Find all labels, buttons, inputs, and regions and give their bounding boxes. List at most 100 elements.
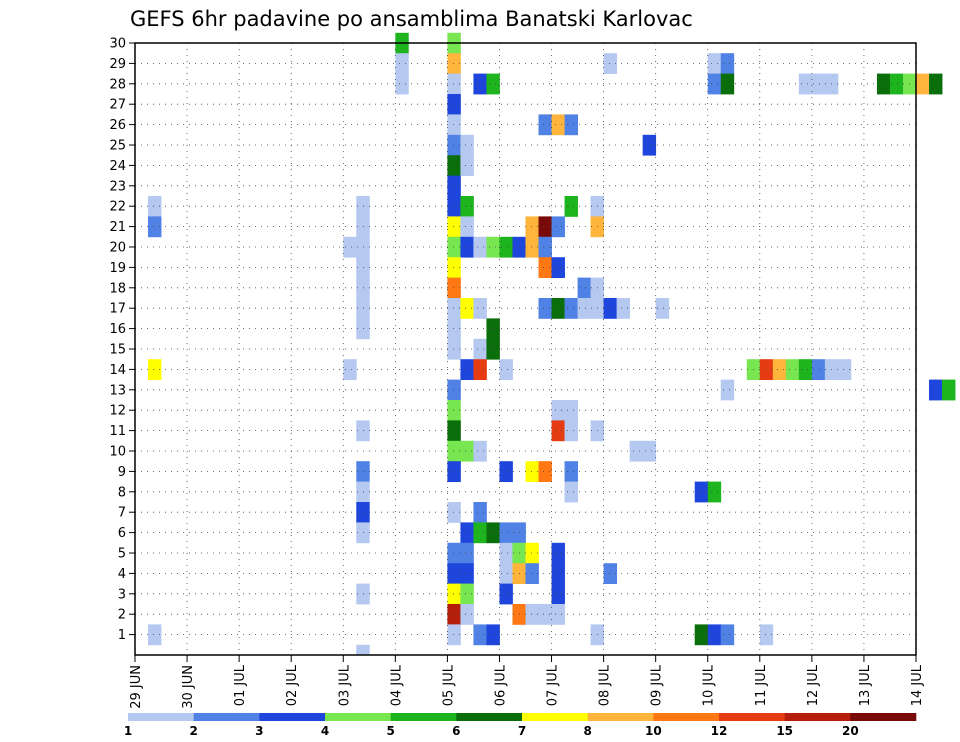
ensemble-cell bbox=[720, 379, 735, 401]
ensemble-cell bbox=[447, 604, 461, 625]
y-tick-label: 2 bbox=[118, 608, 126, 623]
y-tick-label: 24 bbox=[109, 159, 126, 174]
ensemble-cell bbox=[356, 257, 370, 278]
ensemble-cell bbox=[538, 461, 552, 482]
ensemble-cell bbox=[460, 359, 474, 380]
ensemble-cell bbox=[525, 461, 539, 482]
ensemble-cell bbox=[525, 542, 539, 564]
x-tick-label: 10 JUL bbox=[702, 664, 717, 706]
ensemble-cell bbox=[525, 236, 539, 258]
ensemble-cell bbox=[720, 73, 735, 95]
y-tick-label: 13 bbox=[109, 383, 126, 398]
ensemble-cell bbox=[447, 196, 461, 217]
ensemble-cell bbox=[785, 359, 800, 380]
legend-swatch bbox=[653, 713, 720, 721]
legend-label: 12 bbox=[711, 724, 728, 738]
ensemble-cell bbox=[473, 298, 487, 319]
ensemble-cell bbox=[447, 379, 461, 401]
legend-label: 5 bbox=[386, 724, 394, 738]
ensemble-cell bbox=[538, 298, 552, 319]
ensemble-cell bbox=[395, 53, 409, 74]
ensemble-cell bbox=[564, 196, 578, 217]
x-tick-label: 11 JUL bbox=[754, 664, 769, 706]
y-tick-label: 22 bbox=[109, 200, 126, 215]
x-tick-label: 03 JUL bbox=[337, 664, 352, 706]
legend-label: 20 bbox=[842, 724, 859, 738]
ensemble-cell bbox=[551, 583, 565, 605]
y-tick-label: 1 bbox=[118, 628, 126, 643]
x-tick-label: 07 JUL bbox=[546, 664, 561, 706]
ensemble-cell bbox=[642, 134, 657, 156]
ensemble-cell bbox=[616, 298, 631, 319]
ensemble-cell bbox=[343, 236, 357, 258]
ensemble-cell bbox=[603, 53, 618, 74]
ensemble-cell bbox=[486, 338, 500, 360]
ensemble-cell bbox=[447, 94, 461, 115]
ensemble-cell bbox=[551, 257, 565, 278]
y-tick-label: 9 bbox=[118, 465, 126, 480]
ensemble-cell bbox=[447, 257, 461, 278]
y-tick-label: 27 bbox=[109, 98, 126, 113]
y-tick-label: 8 bbox=[118, 485, 126, 500]
ensemble-cell bbox=[460, 155, 474, 176]
ensemble-cell bbox=[499, 563, 513, 584]
legend-swatch bbox=[456, 713, 523, 721]
y-tick-label: 25 bbox=[109, 139, 126, 154]
ensemble-cell bbox=[564, 298, 578, 319]
legend-swatch bbox=[390, 713, 457, 721]
ensemble-cell bbox=[356, 298, 370, 319]
chart-title: GEFS 6hr padavine po ansamblima Banatski… bbox=[130, 7, 693, 31]
ensemble-cell bbox=[148, 216, 162, 238]
legend-swatch bbox=[850, 713, 917, 721]
ensemble-cell bbox=[720, 53, 735, 74]
ensemble-cell bbox=[460, 236, 474, 258]
ensemble-cell bbox=[564, 420, 578, 442]
ensemble-cell bbox=[655, 298, 670, 319]
ensemble-cell bbox=[473, 236, 487, 258]
legend-label: 2 bbox=[189, 724, 197, 738]
ensemble-cell bbox=[395, 73, 409, 95]
ensemble-cell bbox=[356, 481, 370, 503]
ensemble-cell bbox=[447, 542, 474, 564]
x-tick-label: 01 JUL bbox=[233, 664, 248, 706]
ensemble-cell bbox=[942, 379, 956, 401]
legend-label: 1 bbox=[124, 724, 132, 738]
ensemble-cell bbox=[447, 583, 461, 605]
y-tick-label: 30 bbox=[109, 37, 126, 52]
y-tick-label: 17 bbox=[109, 302, 126, 317]
y-tick-label: 11 bbox=[109, 424, 126, 439]
y-tick-label: 5 bbox=[118, 547, 126, 562]
legend-swatch bbox=[587, 713, 654, 721]
ensemble-cell bbox=[564, 461, 578, 482]
x-tick-label: 06 JUL bbox=[494, 664, 509, 706]
ensemble-cell bbox=[499, 236, 513, 258]
x-tick-label: 12 JUL bbox=[806, 664, 821, 706]
x-tick-label: 09 JUL bbox=[650, 664, 665, 706]
y-tick-label: 7 bbox=[118, 506, 126, 521]
ensemble-cell bbox=[447, 216, 461, 238]
y-tick-label: 26 bbox=[109, 118, 126, 133]
y-tick-label: 18 bbox=[109, 281, 126, 296]
ensemble-cell bbox=[707, 53, 722, 74]
ensemble-cell bbox=[798, 359, 813, 380]
ensemble-cell bbox=[759, 624, 774, 646]
legend-label: 8 bbox=[583, 724, 591, 738]
ensemble-cell bbox=[356, 522, 370, 544]
legend-label: 6 bbox=[452, 724, 460, 738]
legend-label: 3 bbox=[255, 724, 263, 738]
ensemble-cell bbox=[551, 420, 565, 442]
legend-label: 4 bbox=[321, 724, 329, 738]
ensemble-cell bbox=[356, 502, 370, 523]
ensemble-cell bbox=[473, 624, 487, 646]
ensemble-cell bbox=[447, 277, 461, 299]
ensemble-cell bbox=[499, 359, 513, 380]
ensemble-cell bbox=[551, 114, 565, 136]
ensemble-cell bbox=[473, 359, 487, 380]
ensemble-cell bbox=[694, 624, 709, 646]
y-tick-label: 16 bbox=[109, 322, 126, 337]
x-tick-label: 05 JUL bbox=[441, 664, 456, 706]
ensemble-cell bbox=[772, 359, 787, 380]
ensemble-cell bbox=[473, 338, 487, 360]
ensemble-cell bbox=[148, 624, 162, 646]
